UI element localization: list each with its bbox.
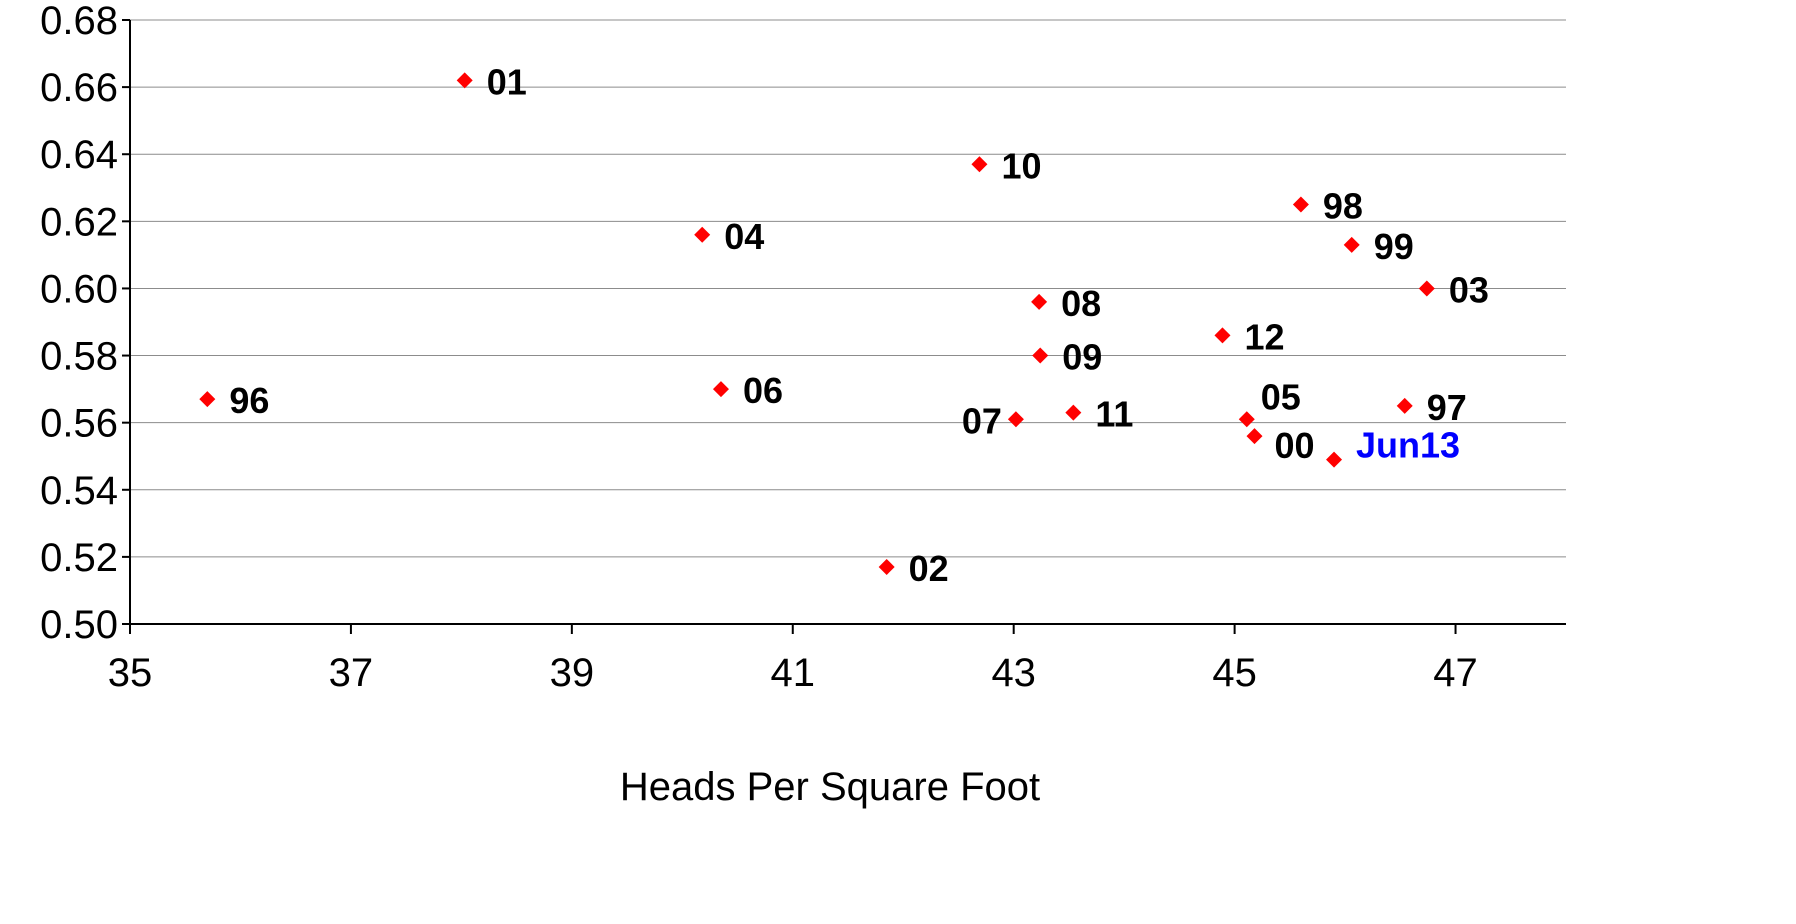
y-tick-labels: 0.50 0.52 0.54 0.56 0.58 0.60 0.62 0.64 0.66 0.68 [40,0,130,647]
data-label-04: 04 [724,216,764,257]
y-tick-label: 0.64 [40,133,118,177]
data-label-05: 05 [1261,376,1301,417]
y-tick-label: 0.62 [40,200,118,244]
data-points [199,72,1435,575]
data-point-01 [456,72,473,89]
data-point-04 [694,226,711,243]
data-point-05 [1238,411,1255,428]
data-point-11 [1065,404,1082,421]
x-tick-labels: 35 37 39 41 43 45 47 [108,624,1478,695]
y-tick-label: 0.58 [40,335,118,379]
data-label-98: 98 [1323,186,1363,227]
plot-area [130,20,1566,624]
data-point-03 [1418,280,1435,297]
x-tick-label: 35 [108,651,153,695]
y-tick-label: 0.52 [40,536,118,580]
x-tick-label: 45 [1212,651,1257,695]
data-label-01: 01 [487,61,527,102]
x-tick-label: 37 [329,651,374,695]
data-point-97 [1396,397,1413,414]
y-tick-label: 0.68 [40,0,118,43]
data-label-99: 99 [1374,226,1414,267]
data-label-00: 00 [1274,425,1314,466]
data-label-07: 07 [962,400,1002,441]
x-tick-label: 47 [1433,651,1478,695]
x-tick-label: 41 [771,651,816,695]
data-point-jun13 [1326,451,1343,468]
data-point-09 [1032,347,1049,364]
x-tick-label: 43 [991,651,1036,695]
data-point-98 [1292,196,1309,213]
y-tick-label: 0.54 [40,469,118,513]
data-label-02: 02 [909,548,949,589]
x-tick-label: 39 [550,651,595,695]
data-label-96: 96 [229,380,269,421]
data-label-06: 06 [743,370,783,411]
data-label-08: 08 [1061,283,1101,324]
data-point-00 [1246,428,1263,445]
data-label-97: 97 [1427,387,1467,428]
axes [129,20,1566,625]
y-tick-label: 0.56 [40,402,118,446]
y-tick-label: 0.60 [40,267,118,311]
data-label-03: 03 [1449,269,1489,310]
data-point-96 [199,391,216,408]
data-point-06 [712,381,729,398]
gridlines [130,19,1566,558]
data-point-99 [1343,236,1360,253]
x-axis-title: Heads Per Square Foot [620,765,1040,809]
data-label-10: 10 [1001,145,1041,186]
data-label-jun13: Jun13 [1356,425,1460,466]
data-point-07 [1007,411,1024,428]
data-label-12: 12 [1244,316,1284,357]
data-label-09: 09 [1062,337,1102,378]
y-tick-label: 0.50 [40,603,118,647]
data-labels: 96 01 04 06 02 10 07 08 09 11 12 05 00 98 Jun13 99 97 03 [229,61,1489,589]
data-point-10 [971,156,988,173]
data-point-02 [878,558,895,575]
data-point-12 [1214,327,1231,344]
y-tick-label: 0.66 [40,66,118,110]
data-label-11: 11 [1095,394,1133,435]
data-point-08 [1031,293,1048,310]
